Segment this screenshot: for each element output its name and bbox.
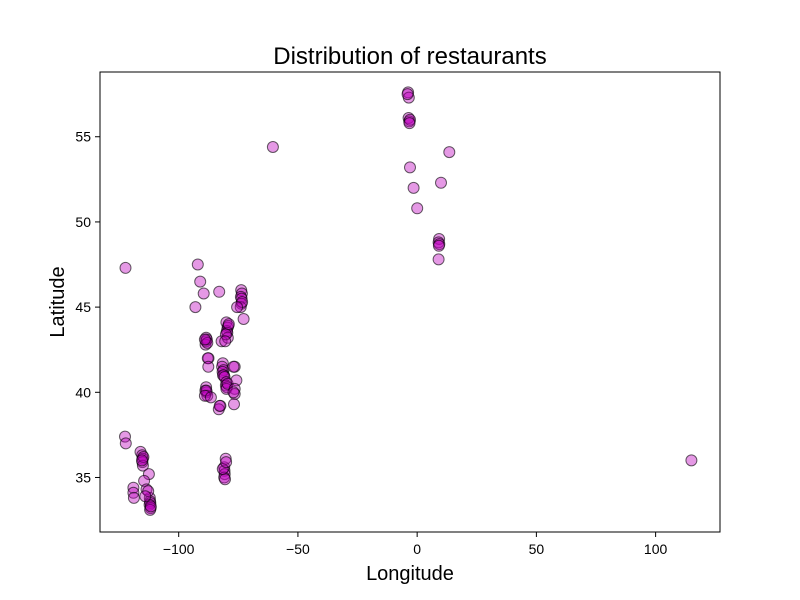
data-point <box>411 202 424 215</box>
data-point <box>191 258 204 271</box>
data-point <box>222 318 235 331</box>
x-tick-label: 0 <box>413 541 421 557</box>
data-point <box>266 141 279 153</box>
data-point <box>119 261 132 274</box>
data-point <box>197 287 210 300</box>
y-axis-label: Latitude <box>47 266 69 337</box>
data-point <box>119 437 132 450</box>
data-point <box>227 386 240 399</box>
y-tick-label: 35 <box>75 469 91 485</box>
data-point <box>432 239 445 252</box>
y-tick-label: 45 <box>75 299 91 315</box>
data-point <box>435 176 447 189</box>
data-point <box>404 161 416 174</box>
data-point <box>227 360 240 373</box>
x-tick-label: −50 <box>286 541 310 557</box>
x-tick-label: −100 <box>163 541 195 557</box>
data-point <box>127 491 140 504</box>
data-point <box>237 313 250 325</box>
data-point <box>139 490 152 503</box>
data-point <box>219 335 232 348</box>
data-point <box>213 285 226 298</box>
x-axis-label: Longitude <box>366 563 454 585</box>
y-axis: 35 40 45 50 55 <box>75 129 100 485</box>
data-point <box>204 391 217 404</box>
x-tick-label: 100 <box>644 541 668 557</box>
data-point <box>202 360 215 373</box>
data-point <box>215 335 228 348</box>
plot-frame <box>99 71 721 533</box>
data-point <box>219 452 232 465</box>
data-point <box>432 253 445 266</box>
data-point <box>220 456 233 469</box>
data-point <box>231 301 244 314</box>
y-tick-label: 40 <box>75 384 91 400</box>
data-point <box>136 454 148 467</box>
data-point <box>219 473 231 486</box>
data-point <box>201 352 214 365</box>
data-point <box>443 146 456 159</box>
data-point <box>404 113 416 126</box>
chart-title: Distribution of restaurants <box>273 43 546 70</box>
data-point <box>189 301 202 314</box>
data-point <box>144 500 157 513</box>
data-point <box>401 88 414 101</box>
data-point <box>228 398 240 411</box>
data-point <box>403 117 416 130</box>
data-points <box>119 86 698 516</box>
data-point <box>685 454 698 467</box>
y-tick-label: 50 <box>75 214 91 230</box>
x-tick-label: 50 <box>529 541 545 557</box>
data-point <box>142 468 155 481</box>
y-tick-label: 55 <box>75 129 91 145</box>
data-point <box>407 181 420 194</box>
data-point <box>198 333 211 346</box>
x-axis: −100 −50 0 50 100 <box>163 532 668 557</box>
data-point <box>213 399 226 412</box>
data-point <box>194 275 207 288</box>
